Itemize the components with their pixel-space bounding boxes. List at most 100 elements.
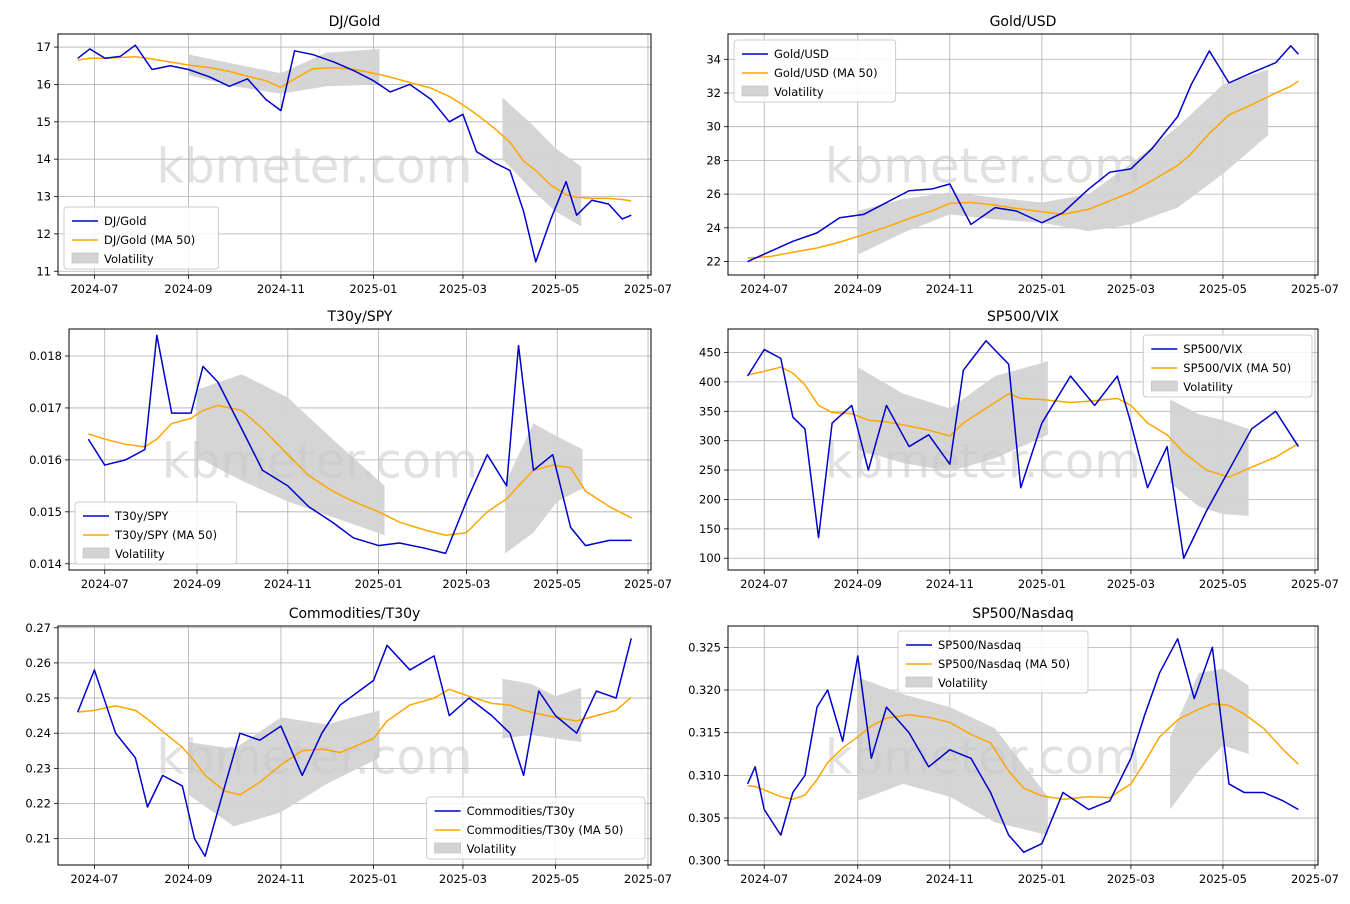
x-tick-label: 2024-07 (740, 282, 788, 296)
y-tick-label: 150 (699, 522, 721, 536)
y-tick-label: 0.24 (25, 726, 51, 740)
volatility-band (188, 48, 380, 94)
y-tick-label: 17 (36, 40, 51, 54)
x-tick-label: 2024-09 (834, 872, 882, 886)
x-tick-label: 2024-11 (257, 872, 305, 886)
axes-frame (57, 625, 652, 866)
x-tick-label: 2025-03 (1107, 872, 1155, 886)
series-line (77, 638, 633, 857)
y-tick-label: 16 (36, 77, 51, 91)
y-tick-label: 0.21 (25, 832, 51, 846)
legend-swatch-volatility (82, 547, 110, 559)
y-tick-label: 22 (706, 255, 721, 269)
legend-label: Volatility (467, 842, 517, 856)
subplot-title: SP500/VIX (987, 309, 1059, 325)
x-tick-label: 2025-05 (1199, 282, 1247, 296)
volatility-band (1170, 399, 1249, 516)
x-tick-label: 2025-05 (531, 282, 579, 296)
x-tick-label: 2025-01 (1018, 872, 1066, 886)
volatility-band (197, 374, 385, 536)
legend-swatch-volatility (71, 252, 99, 264)
y-tick-label: 350 (699, 404, 721, 418)
x-tick-label: 2025-07 (1291, 872, 1339, 886)
x-tick-label: 2025-03 (442, 577, 490, 591)
watermark: kbmeter.com (825, 434, 1141, 490)
y-tick-label: 15 (36, 115, 51, 129)
y-tick-label: 24 (706, 221, 721, 235)
x-tick-label: 2024-09 (834, 282, 882, 296)
x-tick-label: 2025-01 (355, 577, 403, 591)
y-tick-label: 0.017 (29, 401, 62, 415)
legend-swatch-volatility (905, 676, 933, 688)
x-tick-label: 2024-07 (740, 872, 788, 886)
y-tick-label: 28 (706, 153, 721, 167)
subplot-6: 2024-07 2024-09 2024-11 2025-01 2025-03 2025-… (688, 606, 1339, 886)
y-tick-label: 30 (706, 120, 721, 134)
ma-line (88, 404, 632, 536)
y-tick-label: 12 (36, 227, 51, 241)
y-tick-label: 13 (36, 190, 51, 204)
x-tick-label: 2025-01 (1018, 577, 1066, 591)
y-tick-label: 0.315 (688, 726, 721, 740)
legend: SP500/VIX SP500/VIX (MA 50) Volatility (1142, 334, 1313, 398)
y-tick-label: 34 (706, 52, 721, 66)
y-tick-label: 26 (706, 187, 721, 201)
volatility-band (857, 69, 1269, 255)
x-tick-label: 2025-03 (1107, 577, 1155, 591)
ma-line (747, 80, 1299, 259)
x-tick-label: 2024-11 (926, 282, 974, 296)
x-tick-label: 2024-11 (926, 577, 974, 591)
legend-label: SP500/Nasdaq (MA 50) (938, 657, 1070, 671)
volatility-band (857, 677, 1048, 836)
legend-box (1142, 334, 1313, 398)
y-tick-label: 0.305 (688, 811, 721, 825)
x-tick-label: 2024-09 (834, 577, 882, 591)
axes-frame (727, 33, 1319, 276)
subplot-title: T30y/SPY (327, 309, 393, 325)
watermark: kbmeter.com (156, 729, 472, 785)
legend-swatch-volatility (1151, 380, 1178, 392)
legend-box (897, 630, 1089, 694)
x-tick-label: 2025-01 (349, 282, 397, 296)
volatility-band (502, 678, 582, 742)
axes-frame (727, 625, 1319, 866)
y-tick-label: 0.27 (25, 621, 51, 635)
watermark: kbmeter.com (825, 729, 1141, 785)
y-tick-label: 11 (36, 264, 51, 278)
x-tick-label: 2024-11 (264, 577, 312, 591)
legend-label: T30y/SPY (MA 50) (114, 528, 217, 542)
x-tick-label: 2025-01 (1018, 282, 1066, 296)
x-tick-label: 2024-11 (926, 872, 974, 886)
axes-frame (727, 328, 1319, 571)
legend: DJ/Gold DJ/Gold (MA 50) Volatility (63, 206, 219, 270)
ma-line (77, 56, 632, 202)
legend-box (733, 39, 897, 103)
legend-box (74, 501, 238, 565)
y-tick-label: 200 (699, 492, 721, 506)
x-tick-label: 2025-01 (349, 872, 397, 886)
x-tick-label: 2025-07 (1291, 577, 1339, 591)
y-tick-label: 0.015 (29, 505, 62, 519)
legend-label: T30y/SPY (114, 509, 169, 523)
watermark: kbmeter.com (825, 139, 1141, 195)
subplot-title: Gold/USD (990, 14, 1057, 30)
x-tick-label: 2025-03 (439, 872, 487, 886)
y-tick-label: 100 (699, 551, 721, 565)
x-tick-label: 2025-03 (439, 282, 487, 296)
legend-label: SP500/VIX (1183, 342, 1242, 356)
legend-label: SP500/VIX (MA 50) (1183, 361, 1291, 375)
axes-frame (68, 328, 652, 571)
axes-frame (57, 33, 652, 276)
legend-swatch-volatility (434, 842, 461, 854)
series-line (746, 340, 1300, 559)
ma-line (77, 688, 632, 796)
x-tick-label: 2024-09 (164, 872, 212, 886)
y-tick-label: 0.016 (29, 453, 62, 467)
subplot-title: SP500/Nasdaq (972, 606, 1073, 622)
legend-label: Gold/USD (774, 47, 829, 61)
x-tick-label: 2024-09 (164, 282, 212, 296)
legend-box (63, 206, 219, 270)
subplot-3: 2024-07 2024-09 2024-11 2025-01 2025-03 2025-… (29, 309, 672, 591)
x-tick-label: 2025-07 (624, 282, 672, 296)
